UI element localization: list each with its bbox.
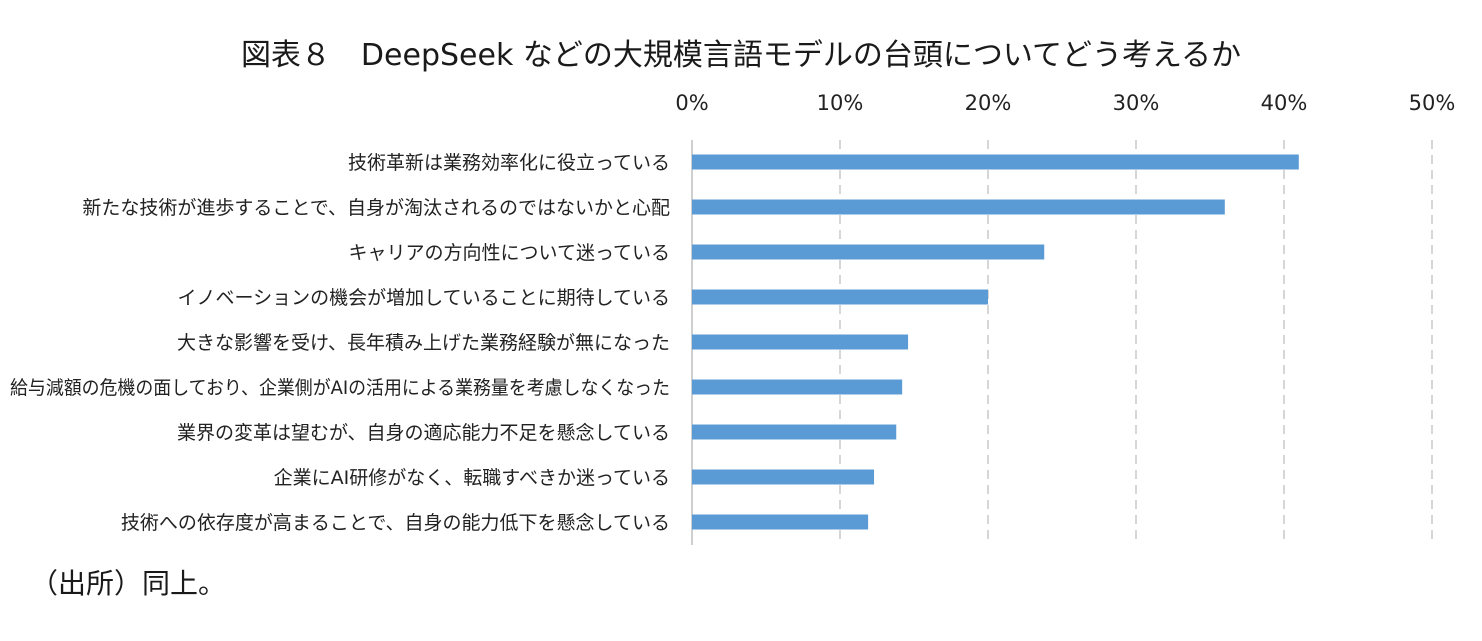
category-label: キャリアの方向性について迷っている: [349, 242, 670, 264]
bar: [692, 244, 1045, 260]
bar: [692, 424, 897, 440]
bar: [692, 289, 988, 305]
x-tick-label: 30%: [1113, 91, 1160, 115]
source-note: （出所）同上。: [30, 567, 227, 600]
category-label: 業界の変革は望むが、自身の適応能力不足を懸念している: [177, 421, 670, 444]
x-tick-label: 20%: [965, 91, 1012, 115]
category-label: 技術への依存度が高まることで、自身の能力低下を懸念している: [121, 511, 670, 534]
x-tick-label: 40%: [1261, 91, 1308, 115]
category-label: 企業にAI研修がなく、転職すべきか迷っている: [274, 467, 670, 489]
category-label: 新たな技術が進歩することで、自身が淘汰されるのではないかと心配: [82, 197, 670, 219]
x-tick-label: 0%: [675, 91, 708, 115]
category-labels: 技術革新は業務効率化に役立っている新たな技術が進歩することで、自身が淘汰されるの…: [10, 152, 670, 534]
category-label: 給与減額の危機の面しており、企業側がAIの活用による業務量を考慮しなくなった: [10, 377, 670, 399]
category-label: 技術革新は業務効率化に役立っている: [348, 152, 670, 174]
category-label: 大きな影響を受け、長年積み上げた業務経験が無になった: [177, 332, 670, 354]
bar: [692, 514, 869, 530]
bar: [692, 469, 875, 485]
bar: [692, 334, 909, 350]
chart-title: 図表８ DeepSeek などの大規模言語モデルの台頭についてどう考えるか: [240, 38, 1242, 73]
bar: [692, 199, 1225, 215]
bars: [692, 154, 1299, 530]
x-tick-label: 50%: [1409, 91, 1456, 115]
x-tick-labels: 0% 10% 20% 30% 40% 50%: [675, 91, 1455, 115]
bar: [692, 379, 903, 395]
category-label: イノベーションの機会が増加していることに期待している: [178, 287, 670, 309]
x-tick-label: 10%: [817, 91, 864, 115]
bar: [692, 154, 1299, 170]
